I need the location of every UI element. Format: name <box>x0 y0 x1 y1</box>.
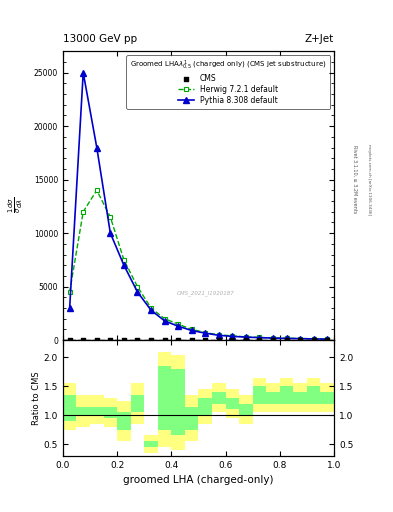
Line: Pythia 8.308 default: Pythia 8.308 default <box>67 70 330 342</box>
Pythia 8.308 default <box>271 335 275 341</box>
Pythia 8.308 default <box>94 144 99 151</box>
Pythia 8.308 default <box>244 334 248 340</box>
Text: 13000 GeV pp: 13000 GeV pp <box>63 33 137 44</box>
CMS <box>256 336 263 344</box>
Pythia 8.308 default <box>217 332 221 338</box>
Herwig 7.2.1 default <box>162 315 167 322</box>
Herwig 7.2.1 default <box>176 321 180 327</box>
CMS <box>148 336 154 344</box>
CMS <box>243 336 249 344</box>
Herwig 7.2.1 default <box>271 335 275 341</box>
CMS <box>216 336 222 344</box>
Pythia 8.308 default <box>325 336 330 342</box>
CMS <box>283 336 290 344</box>
Herwig 7.2.1 default <box>284 335 289 342</box>
Herwig 7.2.1 default <box>325 336 330 342</box>
CMS <box>107 336 114 344</box>
Pythia 8.308 default <box>189 327 194 333</box>
Herwig 7.2.1 default <box>135 284 140 290</box>
CMS <box>162 336 168 344</box>
Pythia 8.308 default <box>298 335 303 342</box>
Herwig 7.2.1 default <box>81 208 86 215</box>
Herwig 7.2.1 default <box>217 332 221 338</box>
Herwig 7.2.1 default <box>298 335 303 342</box>
Herwig 7.2.1 default <box>244 334 248 340</box>
Text: mcplots.cern.ch [arXiv:1306.3436]: mcplots.cern.ch [arXiv:1306.3436] <box>367 144 371 215</box>
Pythia 8.308 default <box>176 323 180 329</box>
Text: $\frac{1}{\sigma}\frac{d\sigma}{d\lambda}$: $\frac{1}{\sigma}\frac{d\sigma}{d\lambda… <box>7 197 25 213</box>
Pythia 8.308 default <box>230 333 235 339</box>
Herwig 7.2.1 default <box>230 333 235 339</box>
Legend: CMS, Herwig 7.2.1 default, Pythia 8.308 default: CMS, Herwig 7.2.1 default, Pythia 8.308 … <box>126 55 330 109</box>
Text: CMS_2021_I1920187: CMS_2021_I1920187 <box>177 290 235 295</box>
CMS <box>189 336 195 344</box>
Herwig 7.2.1 default <box>108 214 113 220</box>
CMS <box>66 336 73 344</box>
Pythia 8.308 default <box>284 335 289 342</box>
Y-axis label: Ratio to CMS: Ratio to CMS <box>32 371 41 425</box>
Pythia 8.308 default <box>203 330 208 336</box>
Pythia 8.308 default <box>67 305 72 311</box>
CMS <box>121 336 127 344</box>
Herwig 7.2.1 default <box>121 257 126 263</box>
Pythia 8.308 default <box>121 262 126 268</box>
Pythia 8.308 default <box>108 230 113 236</box>
CMS <box>175 336 181 344</box>
Herwig 7.2.1 default <box>67 289 72 295</box>
Herwig 7.2.1 default <box>189 326 194 332</box>
CMS <box>310 336 317 344</box>
Text: Z+Jet: Z+Jet <box>305 33 334 44</box>
CMS <box>202 336 208 344</box>
CMS <box>134 336 141 344</box>
Pythia 8.308 default <box>162 318 167 324</box>
CMS <box>324 336 331 344</box>
Text: Rivet 3.1.10, ≥ 3.2M events: Rivet 3.1.10, ≥ 3.2M events <box>352 145 357 214</box>
CMS <box>94 336 100 344</box>
Herwig 7.2.1 default <box>257 334 262 340</box>
Pythia 8.308 default <box>149 307 153 313</box>
CMS <box>229 336 235 344</box>
Herwig 7.2.1 default <box>311 336 316 342</box>
Pythia 8.308 default <box>135 289 140 295</box>
CMS <box>270 336 276 344</box>
Herwig 7.2.1 default <box>203 330 208 336</box>
Line: Herwig 7.2.1 default: Herwig 7.2.1 default <box>67 188 330 342</box>
Pythia 8.308 default <box>311 336 316 342</box>
Pythia 8.308 default <box>81 70 86 76</box>
Herwig 7.2.1 default <box>149 305 153 311</box>
Pythia 8.308 default <box>257 334 262 340</box>
X-axis label: groomed LHA (charged-only): groomed LHA (charged-only) <box>123 475 274 485</box>
CMS <box>80 336 86 344</box>
Herwig 7.2.1 default <box>94 187 99 194</box>
CMS <box>297 336 303 344</box>
